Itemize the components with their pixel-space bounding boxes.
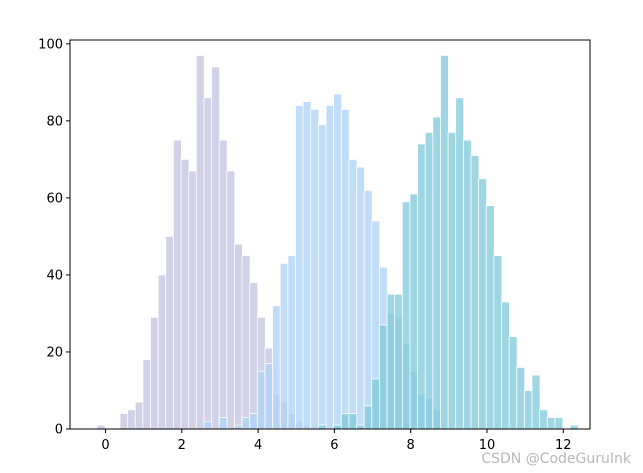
histogram-bar-3 (501, 301, 510, 430)
histogram-bar-3 (539, 409, 549, 430)
histogram-bar-3 (531, 374, 541, 430)
histogram-bar-3 (356, 424, 365, 430)
histogram-bar-3 (379, 324, 388, 430)
histogram-bar-1 (218, 139, 228, 430)
y-tick-label: 100 (38, 37, 63, 52)
histogram-bar-3 (348, 413, 358, 430)
histogram-bar-3 (478, 178, 488, 430)
histogram-bar-3 (394, 293, 404, 430)
histogram-bar-2 (241, 417, 251, 430)
histogram-bar-2 (348, 158, 358, 430)
histogram-bar-1 (157, 274, 167, 430)
histogram-bar-1 (150, 316, 159, 430)
histogram-bar-1 (203, 97, 213, 430)
histogram-bar-2 (264, 363, 274, 430)
x-axis: 0 2 4 6 8 10 12 (101, 429, 572, 453)
histogram-bar-1 (234, 243, 243, 430)
y-tick-label: 60 (46, 191, 63, 206)
histogram-bar-2 (249, 413, 259, 430)
histogram-bar-2 (356, 166, 365, 430)
histogram-bar-2 (295, 105, 304, 430)
histogram-bar-2 (287, 255, 297, 430)
histogram-bar-1 (172, 139, 182, 430)
histogram-bar-1 (226, 170, 236, 430)
histogram-bar-1 (188, 170, 198, 430)
histogram-bar-1 (96, 424, 106, 430)
x-tick-label: 4 (254, 438, 262, 453)
y-tick-label: 20 (46, 345, 63, 360)
histogram-bar-2 (363, 189, 373, 430)
histogram-bar-3 (485, 205, 495, 430)
x-tick-label: 6 (330, 438, 338, 453)
x-tick-label: 12 (555, 438, 572, 453)
histogram-bar-3 (424, 132, 434, 430)
histogram-bar-1 (249, 282, 259, 430)
x-tick-label: 0 (101, 438, 109, 453)
histogram-bar-3 (523, 390, 533, 430)
histogram-bar-3 (440, 55, 449, 430)
histogram-bar-3 (432, 116, 442, 430)
histogram-bar-3 (470, 155, 480, 430)
histogram-bar-1 (180, 158, 190, 430)
histogram-bar-3 (508, 336, 518, 430)
y-axis: 0 20 40 60 80 100 (38, 37, 70, 438)
plot-frame (69, 39, 591, 430)
histogram-bar-2 (279, 262, 289, 430)
x-tick-label: 8 (407, 438, 415, 453)
y-tick-label: 80 (46, 114, 63, 129)
histogram-bar-3 (333, 424, 343, 430)
x-tick-label: 2 (178, 438, 186, 453)
histogram-bar-2 (218, 417, 228, 430)
histogram-bar-3 (447, 132, 457, 430)
histogram-bar-1 (165, 236, 175, 430)
histogram-bar-3 (371, 378, 381, 430)
histogram-bar-2 (317, 124, 327, 430)
histogram-bar-3 (554, 417, 564, 430)
histogram-bar-1 (195, 55, 205, 430)
histogram-bar-3 (363, 405, 373, 430)
histogram-bar-2 (203, 420, 213, 430)
histogram-bar-3 (546, 417, 556, 430)
histogram-bar-1 (127, 409, 137, 430)
histogram-bar-2 (302, 101, 312, 430)
histogram-bar-3 (417, 143, 426, 430)
histogram-bar-2 (256, 370, 266, 430)
histogram-bar-1 (211, 66, 220, 430)
histogram-bar-3 (516, 366, 526, 430)
histogram-bar-1 (119, 413, 129, 430)
histogram-bar-3 (317, 424, 327, 430)
bars-layer (96, 55, 579, 430)
histogram-bar-3 (386, 293, 396, 430)
histogram-bar-3 (455, 97, 465, 430)
histogram-bar-2 (310, 108, 320, 430)
histogram-bar-3 (462, 139, 472, 430)
histogram-bar-3 (409, 193, 419, 430)
histogram-bar-3 (493, 255, 503, 430)
histogram-bar-2 (234, 424, 243, 430)
histogram-bar-2 (272, 305, 281, 430)
histogram-bar-3 (401, 201, 411, 430)
y-tick-label: 40 (46, 268, 63, 283)
histogram-bar-1 (241, 255, 251, 430)
y-tick-label: 0 (55, 423, 63, 438)
histogram-bar-2 (340, 108, 350, 430)
x-tick-label: 10 (479, 438, 496, 453)
histogram-bar-1 (142, 359, 152, 430)
histogram-bar-1 (134, 401, 144, 430)
histogram-bar-3 (569, 424, 579, 430)
histogram-bar-3 (340, 413, 350, 430)
watermark: CSDN @CodeGuruInk (481, 451, 631, 467)
histogram-bar-2 (333, 93, 343, 430)
histogram-bar-2 (325, 105, 335, 430)
